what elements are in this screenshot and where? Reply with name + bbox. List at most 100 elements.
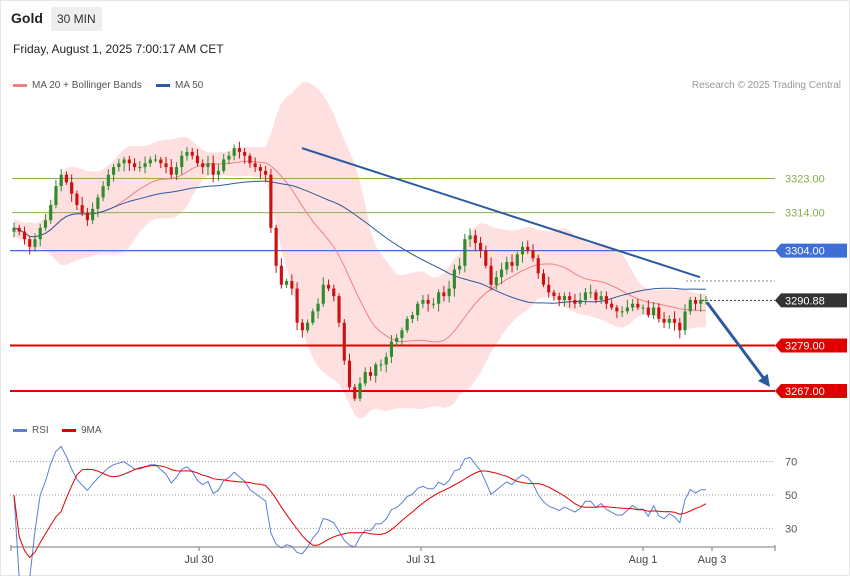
candle-body-16 [96, 197, 100, 209]
candle-body-126 [672, 318, 677, 323]
rsi-ma-swatch [62, 429, 76, 432]
candle-body-45 [248, 155, 252, 164]
candle-body-105 [562, 296, 567, 300]
candle-body-11 [70, 182, 74, 194]
candle-body-58 [316, 303, 320, 312]
candle-body-59 [321, 284, 325, 304]
candle-body-106 [568, 296, 572, 300]
candle-body-63 [342, 322, 346, 361]
last-price-tag [775, 293, 847, 308]
candle-body-127 [678, 322, 682, 331]
timeframe-badge[interactable]: 30 MIN [51, 7, 102, 31]
x-tick-label-0: Jul 30 [184, 554, 213, 566]
candle-body-26 [148, 159, 152, 164]
candle-body-115 [615, 307, 619, 312]
legend-ma50-label: MA 50 [175, 80, 204, 91]
candle-body-75 [405, 318, 409, 331]
candle-body-29 [164, 163, 168, 168]
candle-body-76 [410, 315, 414, 319]
candle-body-52 [285, 280, 289, 285]
candle-body-108 [578, 299, 582, 304]
candle-body-109 [583, 292, 587, 300]
candle-body-132 [704, 299, 708, 301]
candle-body-38 [211, 163, 215, 175]
candle-body-57 [311, 311, 315, 323]
candle-body-48 [264, 170, 268, 175]
candle-body-1 [17, 227, 21, 232]
candle-body-69 [374, 364, 378, 376]
level-label-2: 3304.00 [785, 246, 825, 258]
candle-body-92 [494, 277, 498, 285]
candle-body-44 [243, 151, 247, 156]
candle-body-55 [300, 322, 304, 331]
candle-body-103 [552, 292, 556, 297]
rsi-swatch [13, 429, 27, 432]
candle-body-88 [473, 235, 477, 244]
level-label-0: 3323.00 [785, 173, 825, 185]
candle-body-85 [458, 265, 462, 270]
ma20-swatch [13, 84, 27, 87]
candle-body-90 [484, 250, 488, 266]
candle-body-93 [499, 269, 504, 278]
candle-body-102 [547, 284, 551, 293]
candle-body-6 [43, 220, 48, 228]
candle-body-123 [657, 307, 661, 319]
candle-body-56 [306, 322, 310, 331]
candle-body-83 [447, 288, 451, 297]
candle-body-32 [180, 155, 184, 168]
legend-ma50: MA 50 [156, 80, 203, 91]
symbol-title: Gold [11, 10, 43, 26]
candle-body-34 [190, 151, 194, 156]
candle-body-0 [12, 227, 16, 232]
candle-body-40 [222, 159, 226, 171]
rsi-line [13, 445, 706, 576]
legend-ma20-label: MA 20 + Bollinger Bands [32, 80, 142, 91]
candle-body-8 [54, 186, 58, 206]
rsi-ma-line [13, 464, 707, 559]
resistance-trendline [301, 147, 701, 279]
candle-body-125 [667, 318, 671, 323]
candle-body-22 [127, 159, 131, 164]
candle-body-36 [201, 163, 205, 168]
candle-body-131 [699, 299, 703, 304]
level-tag-4 [775, 384, 847, 399]
candle-body-70 [379, 364, 383, 366]
candle-body-91 [489, 265, 493, 285]
x-tick-label-3: Aug 3 [698, 554, 727, 566]
candle-body-15 [91, 208, 95, 221]
candle-body-62 [337, 296, 341, 323]
ma20-line [13, 160, 707, 343]
candle-body-100 [536, 258, 540, 274]
candle-body-4 [33, 239, 37, 247]
candle-body-71 [384, 356, 388, 365]
candle-body-101 [541, 273, 546, 285]
candle-body-116 [620, 311, 624, 313]
candle-body-19 [112, 167, 116, 175]
candle-body-78 [421, 299, 425, 304]
level-label-1: 3314.00 [785, 208, 825, 220]
candle-body-67 [363, 372, 367, 384]
candle-body-65 [353, 387, 357, 399]
candle-body-3 [28, 239, 32, 247]
candle-body-49 [269, 174, 273, 228]
candle-body-113 [604, 296, 608, 304]
candle-body-124 [662, 318, 666, 323]
candle-body-120 [641, 307, 645, 309]
candle-body-82 [442, 292, 446, 297]
candle-body-111 [594, 292, 598, 300]
candle-body-43 [237, 148, 241, 152]
rsi-tick-label-2: 30 [785, 523, 797, 535]
copyright-text: Research © 2025 Trading Central [691, 80, 841, 91]
ma50-line [13, 180, 707, 304]
legend-rsi-ma-label: 9MA [81, 425, 102, 436]
candle-body-117 [625, 307, 629, 312]
candle-body-20 [117, 163, 121, 168]
candle-body-42 [232, 148, 236, 156]
candle-body-121 [646, 307, 650, 316]
candle-body-21 [122, 159, 126, 164]
candle-body-114 [610, 303, 614, 308]
candle-body-96 [515, 254, 519, 266]
candle-body-27 [153, 159, 158, 161]
level-tag-3 [775, 338, 847, 353]
